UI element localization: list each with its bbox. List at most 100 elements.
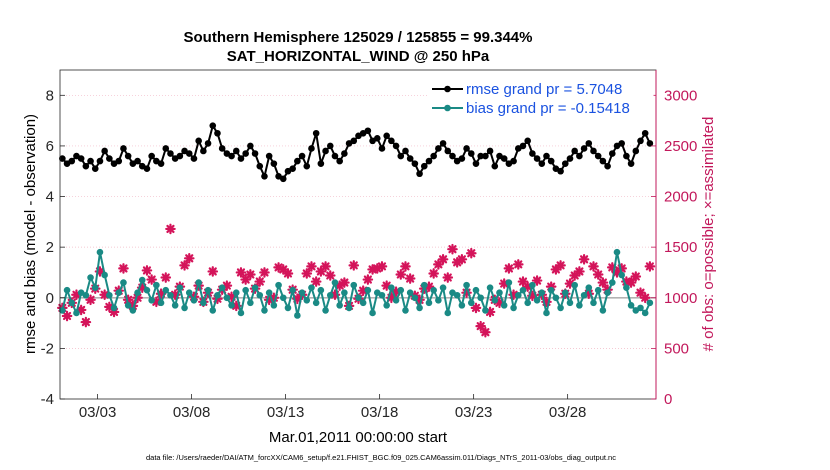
y-axis-label-right: # of obs: o=possible; ×=assimilated: [700, 117, 717, 352]
obs-marker-stroke: [124, 295, 133, 304]
obs-marker-stroke: [81, 317, 90, 327]
obs-assimilated-point-83: [447, 243, 458, 255]
obs-marker-stroke: [631, 272, 640, 281]
obs-marker-stroke: [100, 290, 109, 299]
left-tick-label-1: -2: [41, 340, 54, 357]
bias-point-98: [519, 286, 527, 294]
chart-title-line1: Southern Hemisphere 125029 / 125855 = 99…: [184, 29, 533, 46]
obs-marker-stroke: [594, 270, 603, 279]
obs-marker-stroke: [166, 224, 175, 234]
rmse-point-33: [214, 129, 221, 137]
rmse-point-50: [294, 157, 301, 165]
bias-point-50: [294, 312, 301, 319]
obs-marker-stroke: [340, 278, 349, 287]
rmse-point-56: [322, 147, 329, 155]
rmse-point-115: [599, 157, 607, 165]
bias-point-68: [378, 291, 386, 299]
axis-layer: -4 -2 0 2 4 6 8 0 500 1000 1500 2000 2500 3000 03/03 03…: [41, 70, 697, 421]
obs-assimilated-point-115: [597, 277, 609, 288]
obs-marker-stroke: [396, 270, 405, 279]
bias-point-33: [214, 291, 221, 299]
obs-assimilated-point-42: [254, 276, 266, 287]
legend-bias-label: bias grand pr = -0.15418: [466, 100, 630, 117]
rmse-point-29: [195, 137, 202, 145]
obs-marker-stroke: [429, 269, 438, 278]
rmse-point-60: [341, 150, 348, 157]
bias-point-34: [218, 284, 226, 291]
obs-assimilated-point-13: [118, 263, 129, 274]
rmse-point-83: [449, 152, 456, 160]
obs-assimilated-point-19: [146, 274, 157, 285]
rmse-point-90: [482, 152, 489, 160]
obs-assimilated-point-80: [433, 259, 444, 270]
bias-point-115: [599, 307, 607, 314]
obs-marker-stroke: [518, 277, 528, 286]
obs-marker-stroke: [62, 311, 72, 321]
obs-assimilated-point-95: [503, 263, 515, 274]
bias-point-57: [326, 291, 334, 299]
chart-title-line2: SAT_HORIZONTAL_WIND @ 250 hPa: [227, 48, 490, 65]
bias-point-45: [270, 302, 278, 309]
obs-marker-stroke: [161, 273, 170, 282]
rmse-point-77: [420, 162, 428, 170]
obs-marker-stroke: [302, 269, 311, 278]
bias-point-74: [406, 289, 414, 297]
bias-point-110: [576, 302, 583, 309]
legend-rmse-label: rmse grand pr = 5.7048: [466, 81, 622, 98]
rmse-point-76: [416, 170, 423, 178]
bias-point-89: [477, 294, 484, 302]
rmse-point-73: [402, 147, 409, 155]
rmse-point-57: [326, 142, 334, 150]
obs-marker-stroke: [443, 273, 452, 282]
rmse-point-116: [604, 162, 611, 170]
rmse-point-121: [627, 160, 635, 167]
bias-point-106: [557, 304, 564, 312]
rmse-point-80: [435, 145, 442, 152]
obs-marker-stroke: [481, 328, 490, 337]
rmse-point-74: [406, 155, 414, 162]
obs-assimilated-point-54: [310, 276, 322, 287]
rmse-point-122: [632, 147, 640, 155]
obs-assimilated-point-114: [592, 269, 604, 280]
rmse-point-54: [312, 129, 320, 137]
bias-point-100: [529, 281, 536, 289]
rmse-point-79: [430, 152, 437, 160]
bias-point-65: [364, 286, 372, 294]
rmse-point-86: [463, 145, 470, 152]
obs-assimilated-point-68: [376, 261, 388, 272]
obs-marker-stroke: [467, 249, 476, 258]
obs-assimilated-point-108: [564, 278, 576, 289]
bias-point-107: [561, 289, 569, 297]
bias-point-29: [195, 279, 202, 286]
bias-point-71: [392, 297, 400, 304]
bias-point-19: [148, 297, 155, 304]
rmse-point-106: [557, 167, 564, 175]
rmse-point-101: [533, 155, 541, 162]
rmse-point-13: [120, 145, 127, 152]
obs-assimilated-point-23: [165, 223, 176, 235]
rmse-point-7: [91, 165, 99, 172]
obs-assimilated-point-122: [630, 271, 642, 282]
obs-assimilated-point-27: [183, 252, 195, 264]
rmse-point-91: [486, 147, 494, 155]
bias-point-114: [594, 286, 602, 294]
rmse-point-58: [331, 152, 339, 160]
obs-marker-stroke: [641, 293, 650, 302]
rmse-point-2: [68, 157, 76, 165]
rmse-point-12: [115, 157, 123, 165]
bias-point-119: [618, 271, 625, 279]
plot-area: [60, 70, 656, 399]
bias-point-69: [383, 302, 390, 309]
obs-marker-stroke: [532, 276, 542, 285]
rmse-point-67: [373, 135, 381, 142]
rmse-point-44: [265, 152, 273, 160]
bias-point-123: [637, 304, 644, 312]
x-tick-label-3: 03/18: [361, 404, 399, 421]
bias-point-59: [336, 302, 343, 309]
rmse-point-112: [585, 140, 593, 147]
rmse-point-119: [618, 140, 625, 147]
rmse-point-6: [87, 157, 94, 165]
bias-point-17: [138, 276, 146, 284]
x-tick-label-0: 03/03: [79, 404, 117, 421]
rmse-point-14: [124, 152, 132, 160]
